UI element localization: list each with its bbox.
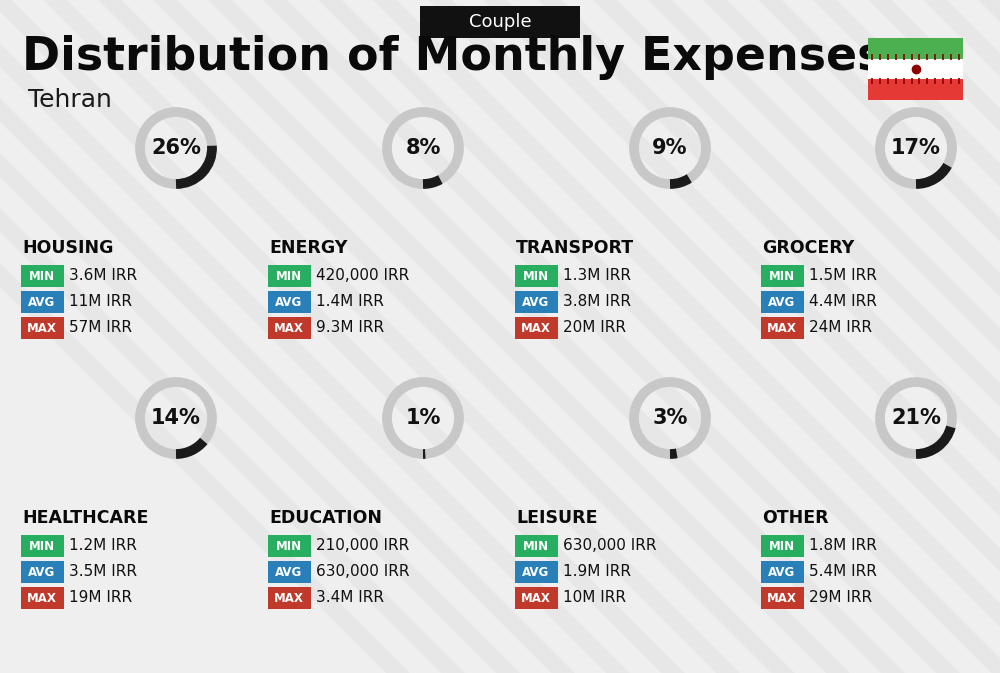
Text: AVG: AVG (275, 295, 303, 308)
Text: Couple: Couple (469, 13, 531, 31)
Text: MIN: MIN (29, 269, 55, 283)
FancyBboxPatch shape (20, 291, 64, 313)
Text: AVG: AVG (768, 565, 796, 579)
Text: 210,000 IRR: 210,000 IRR (316, 538, 409, 553)
Text: EDUCATION: EDUCATION (269, 509, 382, 527)
FancyBboxPatch shape (268, 587, 310, 609)
Text: 19M IRR: 19M IRR (69, 590, 132, 606)
Text: 9%: 9% (652, 138, 688, 158)
Text: 26%: 26% (151, 138, 201, 158)
Text: 9.3M IRR: 9.3M IRR (316, 320, 384, 336)
Text: MIN: MIN (523, 269, 549, 283)
FancyBboxPatch shape (514, 561, 558, 583)
Text: MAX: MAX (27, 592, 57, 604)
Text: MAX: MAX (521, 592, 551, 604)
Text: 630,000 IRR: 630,000 IRR (563, 538, 656, 553)
Text: MIN: MIN (276, 540, 302, 553)
FancyBboxPatch shape (761, 291, 804, 313)
Text: 1.9M IRR: 1.9M IRR (563, 565, 631, 579)
Text: 1%: 1% (405, 408, 441, 428)
Text: HEALTHCARE: HEALTHCARE (22, 509, 148, 527)
Text: 1.4M IRR: 1.4M IRR (316, 295, 384, 310)
FancyBboxPatch shape (761, 535, 804, 557)
FancyBboxPatch shape (868, 79, 963, 100)
Text: MIN: MIN (276, 269, 302, 283)
Text: 4.4M IRR: 4.4M IRR (809, 295, 877, 310)
Text: 29M IRR: 29M IRR (809, 590, 872, 606)
Text: MAX: MAX (767, 322, 797, 334)
FancyBboxPatch shape (20, 561, 64, 583)
FancyBboxPatch shape (514, 317, 558, 339)
Text: 21%: 21% (891, 408, 941, 428)
FancyBboxPatch shape (268, 317, 310, 339)
Text: AVG: AVG (522, 565, 550, 579)
Text: 57M IRR: 57M IRR (69, 320, 132, 336)
Text: 3%: 3% (652, 408, 688, 428)
Text: AVG: AVG (768, 295, 796, 308)
Text: 3.8M IRR: 3.8M IRR (563, 295, 631, 310)
Text: 17%: 17% (891, 138, 941, 158)
Text: GROCERY: GROCERY (762, 239, 854, 257)
Text: 1.8M IRR: 1.8M IRR (809, 538, 877, 553)
Text: 8%: 8% (405, 138, 441, 158)
Text: AVG: AVG (28, 565, 56, 579)
Text: 24M IRR: 24M IRR (809, 320, 872, 336)
Text: MAX: MAX (521, 322, 551, 334)
Text: 420,000 IRR: 420,000 IRR (316, 269, 409, 283)
Text: ENERGY: ENERGY (269, 239, 347, 257)
Text: MAX: MAX (27, 322, 57, 334)
FancyBboxPatch shape (20, 587, 64, 609)
Text: MAX: MAX (274, 592, 304, 604)
Text: MAX: MAX (274, 322, 304, 334)
Text: AVG: AVG (522, 295, 550, 308)
Text: MAX: MAX (767, 592, 797, 604)
FancyBboxPatch shape (514, 535, 558, 557)
Text: 14%: 14% (151, 408, 201, 428)
Text: 3.5M IRR: 3.5M IRR (69, 565, 137, 579)
FancyBboxPatch shape (20, 535, 64, 557)
FancyBboxPatch shape (268, 535, 310, 557)
Text: 11M IRR: 11M IRR (69, 295, 132, 310)
Text: Distribution of Monthly Expenses: Distribution of Monthly Expenses (22, 36, 884, 81)
FancyBboxPatch shape (761, 317, 804, 339)
FancyBboxPatch shape (20, 265, 64, 287)
Text: 3.4M IRR: 3.4M IRR (316, 590, 384, 606)
FancyBboxPatch shape (268, 265, 310, 287)
Text: LEISURE: LEISURE (516, 509, 598, 527)
FancyBboxPatch shape (268, 561, 310, 583)
Text: TRANSPORT: TRANSPORT (516, 239, 634, 257)
FancyBboxPatch shape (761, 587, 804, 609)
FancyBboxPatch shape (761, 561, 804, 583)
FancyBboxPatch shape (20, 317, 64, 339)
Text: 20M IRR: 20M IRR (563, 320, 626, 336)
Text: 1.2M IRR: 1.2M IRR (69, 538, 137, 553)
FancyBboxPatch shape (868, 59, 963, 79)
Text: AVG: AVG (275, 565, 303, 579)
FancyBboxPatch shape (268, 291, 310, 313)
Text: AVG: AVG (28, 295, 56, 308)
Text: HOUSING: HOUSING (22, 239, 114, 257)
Text: MIN: MIN (29, 540, 55, 553)
Text: 10M IRR: 10M IRR (563, 590, 626, 606)
Text: MIN: MIN (769, 540, 795, 553)
FancyBboxPatch shape (514, 291, 558, 313)
FancyBboxPatch shape (514, 587, 558, 609)
Text: Tehran: Tehran (28, 88, 112, 112)
FancyBboxPatch shape (868, 38, 963, 59)
Text: 3.6M IRR: 3.6M IRR (69, 269, 137, 283)
Text: 1.3M IRR: 1.3M IRR (563, 269, 631, 283)
Text: MIN: MIN (523, 540, 549, 553)
FancyBboxPatch shape (514, 265, 558, 287)
FancyBboxPatch shape (761, 265, 804, 287)
Text: 630,000 IRR: 630,000 IRR (316, 565, 410, 579)
Text: OTHER: OTHER (762, 509, 829, 527)
Text: 1.5M IRR: 1.5M IRR (809, 269, 877, 283)
Text: MIN: MIN (769, 269, 795, 283)
Text: 5.4M IRR: 5.4M IRR (809, 565, 877, 579)
FancyBboxPatch shape (420, 6, 580, 38)
